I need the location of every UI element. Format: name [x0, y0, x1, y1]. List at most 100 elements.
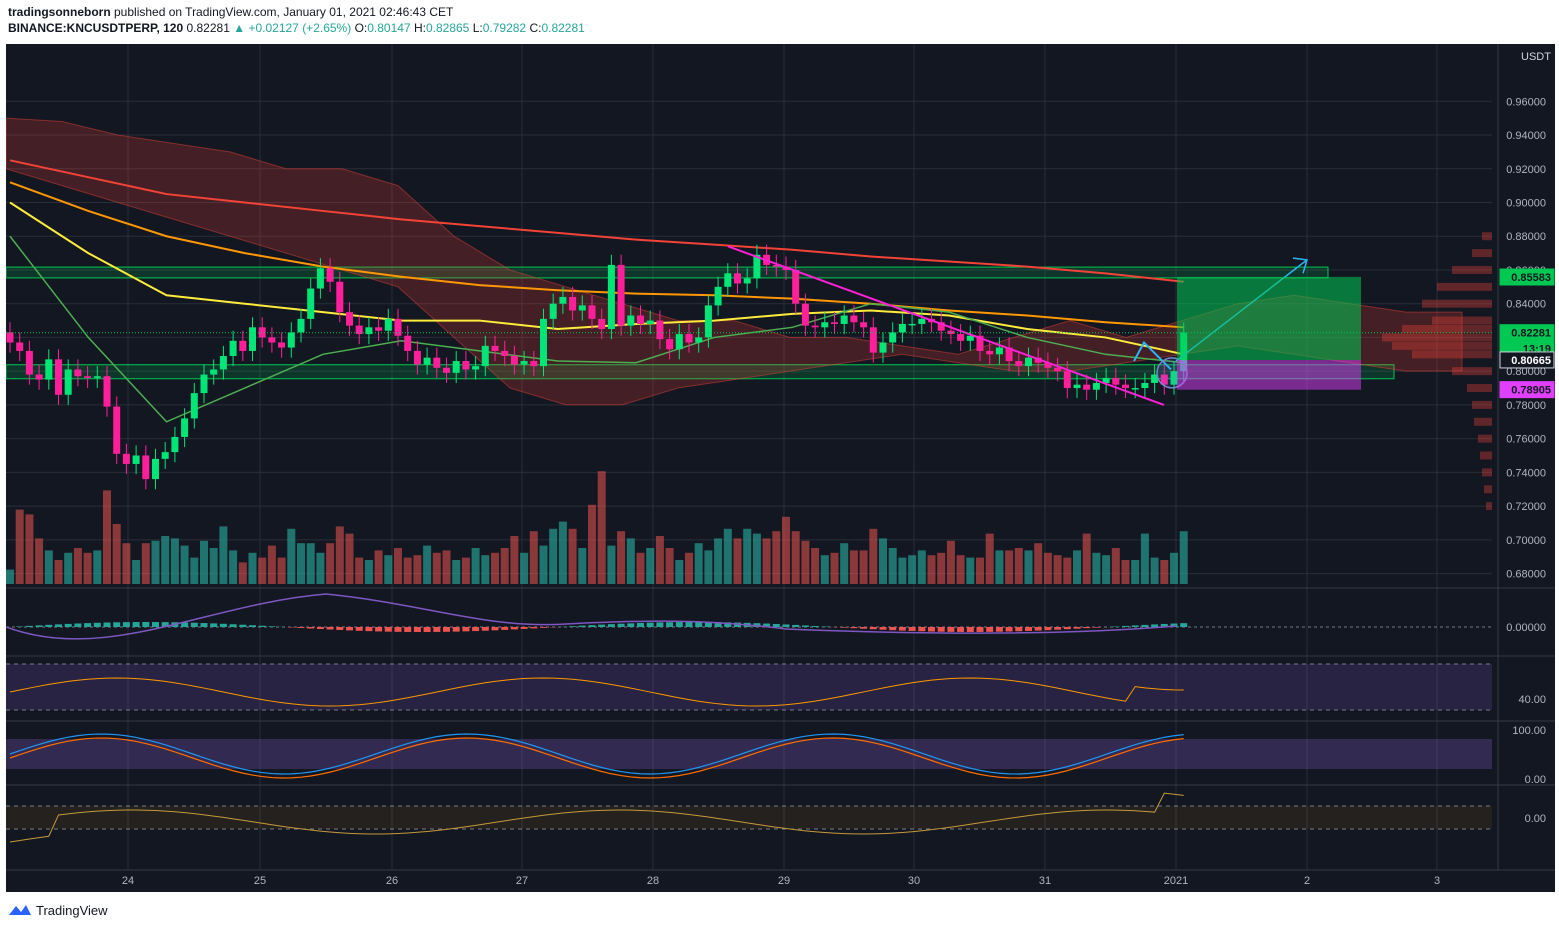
macd-hist-bar [103, 622, 111, 627]
macd-hist-bar [937, 627, 945, 632]
macd-hist-bar [724, 622, 732, 627]
volume-profile-bar [1382, 333, 1492, 342]
volume-bar [743, 528, 752, 584]
volume-bar [568, 528, 577, 584]
y-tick-label: 0.74000 [1506, 467, 1546, 479]
y-tick-label: 0.68000 [1506, 569, 1546, 581]
volume-bar [558, 521, 567, 584]
chart-svg[interactable]: USDT 0.96000 0.94000 0.92000 0.90000 0.88000 0… [5, 44, 1555, 892]
volume-bar [200, 540, 208, 584]
macd-hist-bar [152, 622, 159, 627]
y-tick-label: 0.80000 [1506, 366, 1546, 378]
candle-body [35, 374, 43, 380]
volume-bar [423, 545, 432, 584]
candle-body [879, 342, 887, 353]
volume-profile-bar [1422, 299, 1492, 308]
momentum-band [6, 806, 1492, 829]
x-tick-label: 30 [908, 875, 920, 887]
candle-body [1112, 377, 1120, 385]
macd-hist-bar [1083, 627, 1091, 629]
macd-hist-bar [229, 624, 237, 627]
price-label-box [1499, 268, 1555, 286]
macd-hist-bar [879, 627, 887, 630]
volume-bar [801, 540, 810, 584]
volume-bar [122, 543, 131, 584]
price-label-box [1499, 381, 1555, 399]
macd-hist-bar [132, 622, 140, 627]
candle-body [394, 318, 402, 336]
volume-bar [859, 550, 868, 584]
candle-body [404, 335, 412, 351]
volume-bar [1024, 550, 1033, 584]
volume-bar [1102, 555, 1111, 584]
volume-bar [355, 557, 364, 584]
candle-body [249, 327, 256, 351]
chart-area[interactable]: USDT 0.96000 0.94000 0.92000 0.90000 0.88000 0… [5, 44, 1555, 892]
volume-bar [529, 531, 538, 584]
volume-bar [258, 557, 267, 584]
candle-body [258, 327, 266, 338]
stoch-low-label: 0.00 [1525, 774, 1546, 786]
candle-body [64, 369, 72, 395]
candle-body [132, 455, 140, 464]
ma-200-line [9, 159, 1184, 283]
macd-hist-bar [74, 623, 82, 627]
volume-bar [1092, 552, 1101, 584]
volume-bar [374, 550, 383, 584]
macd-hist-bar [297, 627, 305, 628]
volume-bar [1034, 543, 1043, 584]
volume-bar [209, 548, 218, 584]
volume-profile-bar [1480, 451, 1492, 460]
footer-brand[interactable]: TradingView [36, 902, 108, 918]
close-value: 0.82281 [541, 21, 585, 35]
macd-hist-bar [249, 625, 256, 627]
volume-profile-bar [1482, 232, 1492, 241]
candle-body [1073, 384, 1081, 389]
volume-bar [830, 552, 839, 584]
candle-body [462, 361, 470, 370]
macd-hist-bar [394, 627, 402, 632]
candle-body [889, 332, 897, 343]
candle-body [122, 453, 130, 464]
chart-header: tradingsonneborn published on TradingVie… [8, 4, 585, 36]
y-tick-label: 0.70000 [1506, 535, 1546, 547]
candle-body [152, 458, 159, 480]
candle-body [637, 315, 644, 324]
volume-bar [471, 548, 480, 584]
volume-bar [675, 560, 684, 584]
candle-body [491, 345, 499, 351]
candle-body [239, 340, 247, 351]
macd-hist-bar [45, 624, 53, 627]
candle-body [346, 312, 353, 326]
volume-profile-bar [1452, 265, 1492, 274]
volume-bar [403, 557, 412, 584]
price-change: +0.02127 (+2.65%) [248, 21, 352, 35]
author-name[interactable]: tradingsonneborn [8, 5, 111, 19]
macd-hist-bar [889, 627, 897, 631]
macd-hist-bar [472, 627, 480, 632]
volume-bar [35, 538, 44, 584]
macd-hist-bar [869, 627, 877, 630]
volume-bar [723, 528, 732, 584]
macd-hist-bar [210, 623, 218, 627]
candle-body [1005, 347, 1013, 362]
x-tick-label: 2 [1304, 875, 1310, 887]
volume-bar [752, 533, 761, 584]
price-label: 0.80665 [1511, 355, 1551, 367]
candle-body [675, 334, 683, 350]
macd-hist-bar [355, 627, 363, 631]
low-value: 0.79282 [482, 21, 527, 35]
macd-hist-bar [481, 627, 489, 631]
macd-hist-bar [122, 622, 130, 627]
macd-hist-bar [413, 627, 421, 632]
macd-hist-bar [792, 624, 800, 627]
volume-bar [112, 524, 121, 584]
volume-bar [132, 560, 141, 584]
candle-body [229, 340, 237, 356]
volume-bar [588, 504, 596, 584]
macd-hist-bar [161, 622, 169, 627]
candle-body [1141, 382, 1149, 389]
candle-body [1131, 388, 1139, 390]
volume-bar [500, 548, 509, 584]
price-label-box [1499, 351, 1555, 369]
